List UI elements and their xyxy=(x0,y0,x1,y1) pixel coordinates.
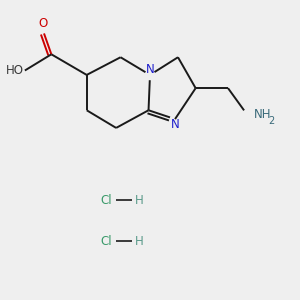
Text: Cl: Cl xyxy=(100,194,112,207)
Text: N: N xyxy=(171,118,179,131)
Text: H: H xyxy=(135,194,144,207)
Text: Cl: Cl xyxy=(100,235,112,248)
Text: NH: NH xyxy=(254,108,271,121)
Text: H: H xyxy=(135,235,144,248)
Text: O: O xyxy=(38,17,47,30)
Text: 2: 2 xyxy=(268,116,274,126)
Text: N: N xyxy=(146,63,154,76)
Text: HO: HO xyxy=(6,64,24,77)
